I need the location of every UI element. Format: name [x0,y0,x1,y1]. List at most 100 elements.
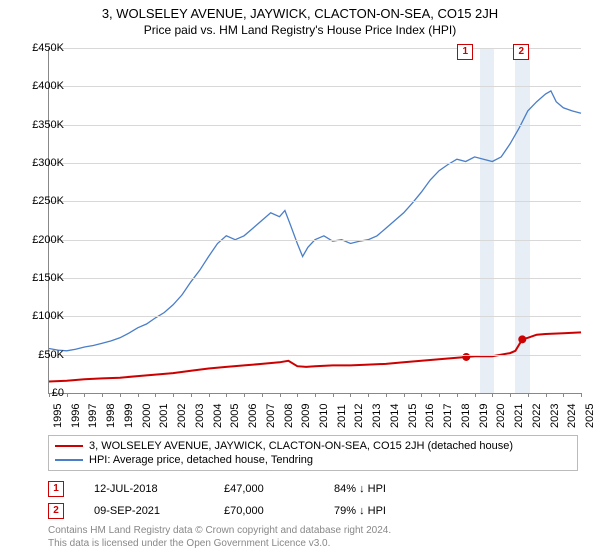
y-axis-label: £250K [32,195,64,207]
x-axis-label: 2019 [478,404,490,428]
x-axis-label: 2020 [495,404,507,428]
x-axis-label: 2021 [513,404,525,428]
transaction-date: 12-JUL-2018 [94,483,194,495]
x-axis-label: 2024 [566,404,578,428]
x-axis-label: 2005 [229,404,241,428]
x-tick [155,393,156,397]
x-axis-label: 1996 [70,404,82,428]
marker-label: 1 [457,44,473,60]
legend-item: HPI: Average price, detached house, Tend… [55,453,571,467]
chart-title: 3, WOLSELEY AVENUE, JAYWICK, CLACTON-ON-… [0,0,600,21]
x-axis-label: 2010 [318,404,330,428]
gridline [49,355,581,356]
x-tick [173,393,174,397]
x-tick [546,393,547,397]
gridline [49,240,581,241]
x-axis-label: 2007 [265,404,277,428]
x-tick [280,393,281,397]
gridline [49,48,581,49]
x-tick [421,393,422,397]
transaction-row: 209-SEP-2021£70,00079% ↓ HPI [48,500,386,522]
x-tick [315,393,316,397]
x-axis-label: 2022 [531,404,543,428]
x-axis-label: 2014 [389,404,401,428]
x-axis-label: 2011 [336,404,348,428]
legend-box: 3, WOLSELEY AVENUE, JAYWICK, CLACTON-ON-… [48,435,578,471]
y-axis-label: £100K [32,310,64,322]
x-tick [102,393,103,397]
y-axis-label: £200K [32,234,64,246]
y-axis-label: £0 [52,387,64,399]
x-tick [581,393,582,397]
chart-svg [49,48,581,393]
x-tick [368,393,369,397]
x-tick [528,393,529,397]
legend-swatch [55,445,83,447]
x-tick [138,393,139,397]
x-tick [333,393,334,397]
gridline [49,278,581,279]
footer-line-2: This data is licensed under the Open Gov… [48,537,391,550]
x-axis-label: 2017 [442,404,454,428]
x-axis-label: 1995 [52,404,64,428]
legend-text: HPI: Average price, detached house, Tend… [89,454,313,466]
x-tick [67,393,68,397]
x-axis-label: 1998 [105,404,117,428]
x-axis-label: 1999 [123,404,135,428]
x-axis-label: 2015 [407,404,419,428]
y-axis-label: £450K [32,42,64,54]
series-line-hpi [49,91,581,351]
transaction-marker: 1 [48,481,64,497]
x-tick [492,393,493,397]
x-tick [49,393,50,397]
x-tick [209,393,210,397]
x-tick [226,393,227,397]
x-axis-label: 2012 [353,404,365,428]
gridline [49,86,581,87]
series-line-price_paid [49,332,581,381]
footer-line-1: Contains HM Land Registry data © Crown c… [48,524,391,537]
y-axis-label: £50K [38,349,64,361]
y-axis-label: £350K [32,119,64,131]
transaction-marker: 2 [48,503,64,519]
x-axis-label: 2000 [141,404,153,428]
x-tick [439,393,440,397]
transaction-row: 1 12-JUL-2018 £47,000 84% ↓ HPI [48,478,386,500]
x-tick [84,393,85,397]
gridline [49,125,581,126]
y-axis-label: £150K [32,272,64,284]
x-axis-label: 2018 [460,404,472,428]
x-axis-label: 1997 [87,404,99,428]
transaction-price: £70,000 [224,505,304,517]
footer-text: Contains HM Land Registry data © Crown c… [48,524,391,550]
y-axis-label: £300K [32,157,64,169]
x-tick [404,393,405,397]
marker-label: 2 [513,44,529,60]
x-tick [563,393,564,397]
x-tick [244,393,245,397]
transaction-pct: 84% ↓ HPI [334,483,386,495]
x-tick [386,393,387,397]
x-tick [510,393,511,397]
transaction-price: £47,000 [224,483,304,495]
x-axis-label: 2016 [424,404,436,428]
transaction-date: 09-SEP-2021 [94,505,194,517]
legend-swatch [55,459,83,460]
x-axis-label: 2008 [283,404,295,428]
legend-text: 3, WOLSELEY AVENUE, JAYWICK, CLACTON-ON-… [89,440,513,452]
gridline [49,163,581,164]
x-axis-label: 2003 [194,404,206,428]
x-axis-label: 2006 [247,404,259,428]
legend-item: 3, WOLSELEY AVENUE, JAYWICK, CLACTON-ON-… [55,439,571,453]
transactions-table: 1 12-JUL-2018 £47,000 84% ↓ HPI 2 09-SEP-2021… [48,478,386,522]
x-axis-label: 2002 [176,404,188,428]
chart-plot-area [48,48,581,394]
x-tick [120,393,121,397]
x-tick [475,393,476,397]
x-axis-label: 2001 [158,404,170,428]
gridline [49,316,581,317]
y-axis-label: £400K [32,80,64,92]
x-axis-label: 2013 [371,404,383,428]
x-tick [191,393,192,397]
x-tick [297,393,298,397]
